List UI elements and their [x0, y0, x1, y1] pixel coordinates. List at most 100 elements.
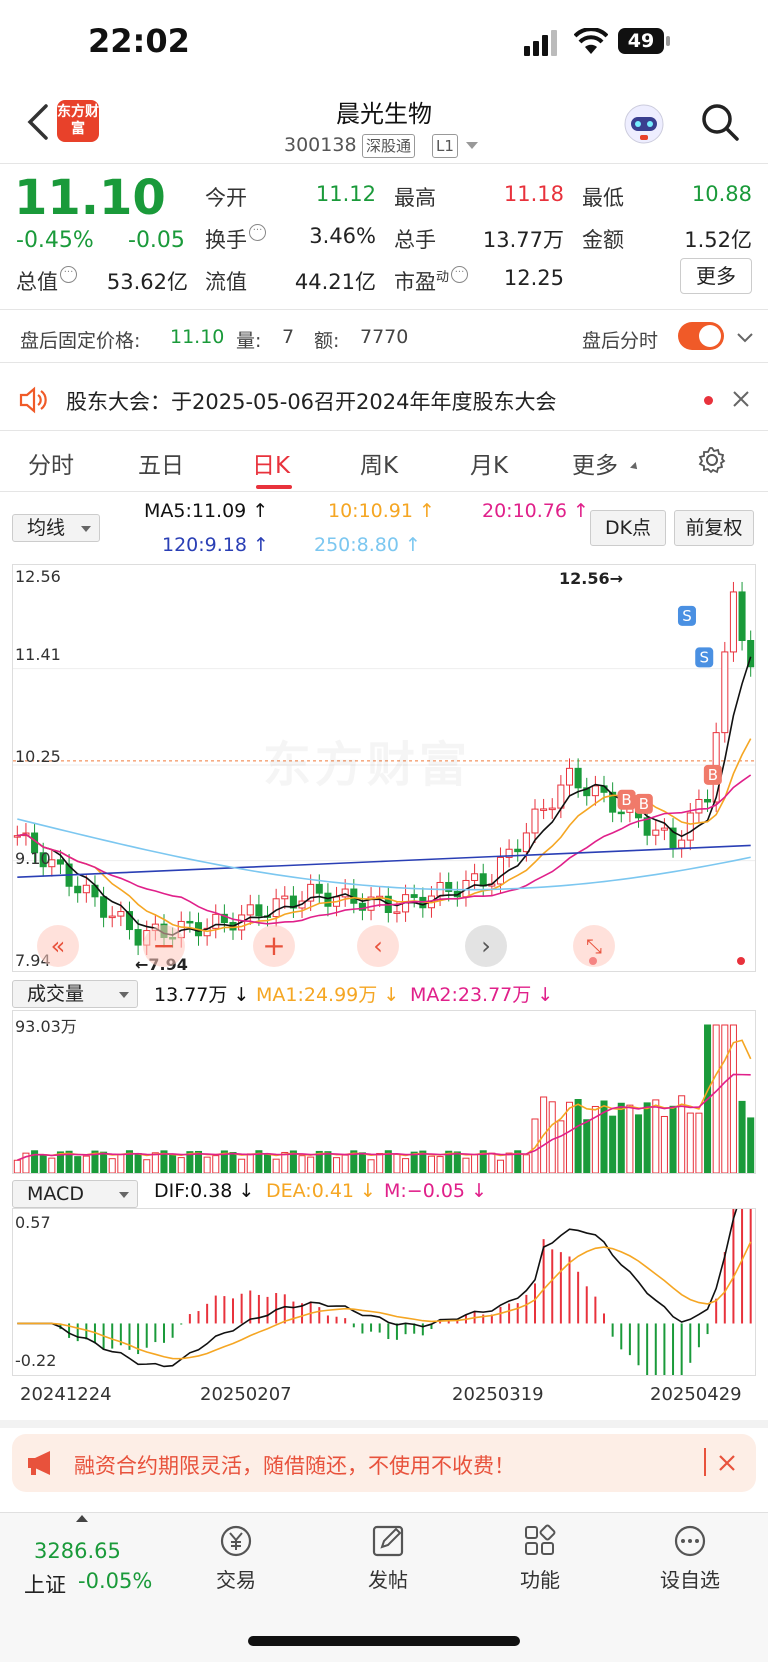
volume-bar	[74, 1156, 82, 1173]
y-label: 10.25	[15, 747, 61, 766]
volume-bar	[281, 1151, 289, 1173]
edit-icon	[372, 1525, 404, 1557]
scroll-left-fast-icon[interactable]: «	[37, 925, 79, 967]
scroll-left-icon[interactable]: ‹	[357, 925, 399, 967]
chevron-down-icon[interactable]	[736, 332, 754, 344]
ma250-line	[17, 818, 751, 891]
index-name[interactable]: 上证	[24, 1573, 66, 1597]
battery-icon: 49	[618, 28, 664, 54]
macd-chart[interactable]: 0.57 -0.22	[12, 1208, 756, 1376]
volume-bar	[548, 1101, 556, 1173]
candle	[281, 895, 289, 900]
zoom-out-icon[interactable]: −	[143, 925, 185, 967]
nav-post[interactable]: 发帖	[338, 1523, 438, 1593]
volume-bar	[307, 1156, 315, 1173]
connect-tag: 深股通	[362, 134, 416, 158]
candle	[48, 859, 56, 868]
candle	[315, 883, 323, 894]
volume-bar	[591, 1105, 599, 1173]
volume-bar	[220, 1150, 228, 1173]
y-label: 9.10	[15, 849, 51, 868]
fullscreen-icon[interactable]: ⤡	[573, 925, 615, 967]
date-label: 20250429	[650, 1384, 742, 1405]
volume-bar	[203, 1156, 211, 1173]
turnover-label: 换手 ···	[205, 224, 266, 254]
ma120-value: 120:9.18 ↑	[162, 534, 269, 556]
tab-monthly-k[interactable]: 月K	[470, 453, 509, 479]
candle	[669, 827, 677, 849]
ma20-line	[17, 774, 752, 925]
candle	[496, 856, 504, 885]
info-icon[interactable]: ···	[249, 224, 266, 241]
volume-bar	[134, 1153, 142, 1173]
close-icon[interactable]	[732, 390, 750, 408]
tab-5day[interactable]: 五日	[138, 453, 184, 479]
candle	[289, 895, 297, 909]
volume-bar	[747, 1117, 755, 1173]
settings-gear-icon[interactable]	[698, 446, 726, 474]
nav-trade[interactable]: 交易	[186, 1523, 286, 1593]
volume-max-label: 93.03万	[15, 1017, 77, 1036]
volume-bar	[626, 1104, 634, 1173]
volume-bar	[367, 1159, 375, 1173]
tab-more-caret-icon	[630, 462, 640, 472]
robot-assistant-icon[interactable]	[622, 102, 666, 146]
volume-bar	[246, 1153, 254, 1173]
divider	[0, 430, 768, 431]
tab-weekly-k[interactable]: 周K	[360, 453, 399, 479]
volume-bar	[229, 1151, 237, 1173]
field-value: 10.88	[691, 182, 752, 206]
nav-functions[interactable]: 功能	[490, 1523, 590, 1593]
tab-more[interactable]: 更多	[572, 453, 618, 479]
field-value: 11.18	[503, 182, 564, 206]
scroll-right-icon[interactable]: ›	[465, 925, 507, 967]
volume-chart[interactable]: 93.03万	[12, 1010, 756, 1174]
index-value[interactable]: 3286.65	[34, 1539, 121, 1563]
volume-bar	[100, 1151, 108, 1173]
tab-minute[interactable]: 分时	[28, 453, 74, 479]
after-hours-vol: 7	[282, 326, 295, 348]
zoom-in-icon[interactable]: +	[253, 925, 295, 967]
candle	[272, 898, 280, 918]
notice-bar[interactable]: 股东大会：于2025-05-06召开2024年年度股东大会	[0, 370, 768, 430]
candle	[540, 808, 548, 811]
after-hours-price: 11.10	[170, 326, 225, 348]
buy-signal-icon	[703, 764, 722, 785]
macd-select[interactable]: MACD	[12, 1180, 138, 1208]
after-hours-toggle[interactable]	[678, 322, 724, 350]
tab-daily-k[interactable]: 日K	[252, 453, 291, 479]
close-icon[interactable]	[718, 1454, 736, 1472]
field-value: 53.62亿	[106, 270, 188, 294]
nav-label: 功能	[520, 1568, 560, 1592]
volume-bar	[522, 1154, 530, 1173]
volume-bar	[471, 1154, 479, 1173]
nav-add-favorite[interactable]: 设自选	[640, 1523, 740, 1593]
more-button[interactable]: 更多	[680, 258, 752, 294]
volume-bar	[453, 1151, 461, 1173]
search-icon[interactable]	[700, 102, 740, 142]
buy-signal-label: B	[621, 791, 631, 809]
promo-banner[interactable]: 融资合约期限灵活，随借随还，不使用不收费！	[12, 1434, 756, 1492]
index-change[interactable]: -0.05%	[78, 1569, 153, 1593]
speaker-icon	[19, 386, 47, 414]
volume-bar	[48, 1157, 56, 1173]
volume-bar	[678, 1095, 686, 1173]
forward-adjust-button[interactable]: 前复权	[674, 510, 754, 546]
info-icon[interactable]: ···	[451, 266, 469, 283]
volume-bar	[358, 1152, 366, 1173]
app-logo: 东方财富	[57, 100, 99, 142]
signal-icon	[524, 30, 557, 56]
volume-select[interactable]: 成交量	[12, 980, 138, 1008]
indicator-select[interactable]: 均线	[12, 514, 100, 542]
expand-up-icon[interactable]	[76, 1515, 88, 1522]
volume-bar	[393, 1153, 401, 1173]
ma10-value: 10:10.91 ↑	[328, 500, 435, 522]
volume-bar	[160, 1150, 168, 1173]
dk-point-button[interactable]: DK点	[590, 510, 666, 546]
info-icon[interactable]: ···	[60, 266, 77, 283]
volume-bar	[402, 1158, 410, 1173]
back-icon[interactable]	[24, 102, 52, 142]
megaphone-icon	[28, 1451, 50, 1475]
chevron-down-icon[interactable]	[466, 142, 478, 149]
